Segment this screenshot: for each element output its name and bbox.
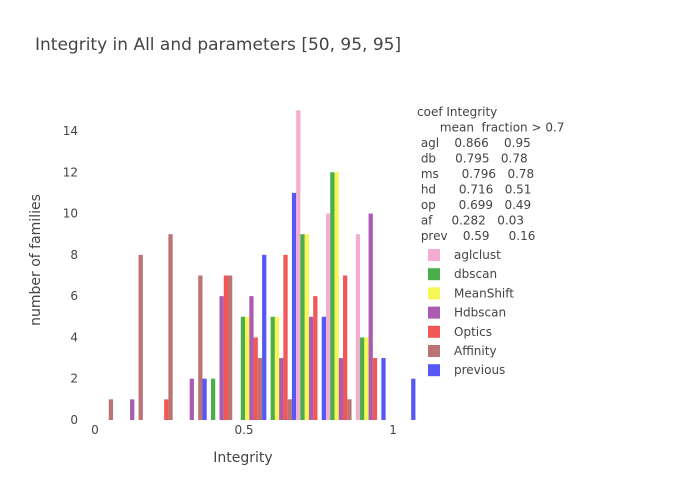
legend-swatch-meanshift [428, 287, 440, 300]
bars-group [108, 110, 416, 421]
y-tick-labels: 0 2 4 6 8 10 12 14 [63, 124, 78, 427]
bar-previous-bin-10 [411, 378, 416, 420]
legend-title-line-2: agl 0.866 0.95 [417, 136, 531, 150]
bar-meanshift-bin-8 [334, 172, 339, 420]
bar-optics-bin-2 [164, 399, 169, 420]
legend-item-optics[interactable]: Optics [428, 325, 492, 339]
y-tick-label-4: 8 [70, 248, 78, 262]
bar-previous-bin-7 [321, 316, 326, 420]
bar-affinity-bin-4 [228, 275, 233, 420]
legend-item-previous[interactable]: previous [428, 363, 505, 377]
x-axis-title: Integrity [213, 450, 272, 466]
legend-title: coef Integrity mean fraction > 0.7 agl 0… [417, 105, 564, 243]
bar-affinity-bin-6 [287, 399, 292, 420]
bar-optics-bin-4 [223, 275, 229, 420]
legend-label-aglclust: aglclust [454, 248, 501, 262]
bar-optics-bin-7 [313, 296, 318, 420]
legend-swatch-previous [428, 364, 440, 377]
y-tick-label-3: 6 [70, 289, 78, 303]
legend-swatch-hdbscan [428, 306, 440, 319]
bar-affinity-bin-3 [198, 275, 203, 420]
bar-meanshift-bin-9 [364, 337, 369, 420]
legend-item-affinity[interactable]: Affinity [428, 344, 497, 358]
legend[interactable]: aglclust dbscan MeanShift Hdbscan Optics Affi… [428, 248, 514, 377]
bar-aglclust-bin-9 [355, 234, 361, 420]
bar-affinity-bin-8 [347, 399, 352, 420]
bar-hdbscan-bin-4 [219, 296, 224, 420]
y-tick-label-1: 2 [70, 372, 78, 386]
bar-affinity-bin-0 [108, 399, 114, 420]
bar-dbscan-bin-9 [360, 337, 365, 420]
y-tick-label-5: 10 [63, 207, 78, 221]
legend-swatch-optics [428, 325, 440, 338]
legend-title-line-6: op 0.699 0.49 [417, 198, 531, 212]
bar-hdbscan-bin-1 [130, 399, 135, 420]
legend-item-dbscan[interactable]: dbscan [428, 267, 497, 281]
bar-previous-bin-9 [381, 358, 386, 420]
bar-hdbscan-bin-3 [189, 378, 194, 420]
bar-affinity-bin-1 [138, 254, 143, 420]
legend-item-aglclust[interactable]: aglclust [428, 248, 501, 262]
bar-optics-bin-5 [253, 337, 258, 420]
bar-hdbscan-bin-5 [249, 296, 254, 420]
legend-title-line-3: db 0.795 0.78 [417, 152, 528, 166]
x-tick-label-2: 1 [389, 423, 397, 437]
bar-optics-bin-6 [283, 254, 288, 420]
bar-dbscan-bin-4 [210, 378, 216, 420]
y-tick-label-0: 0 [70, 413, 78, 427]
legend-label-meanshift: MeanShift [454, 286, 514, 300]
bar-hdbscan-bin-6 [279, 358, 284, 420]
y-tick-label-7: 14 [63, 124, 78, 138]
legend-label-dbscan: dbscan [454, 267, 497, 281]
bar-previous-bin-6 [291, 192, 297, 420]
legend-label-hdbscan: Hdbscan [454, 306, 506, 320]
legend-label-optics: Optics [454, 325, 492, 339]
x-tick-labels: 0 0.5 1 [91, 423, 397, 437]
legend-title-line-1: mean fraction > 0.7 [417, 121, 564, 135]
y-tick-label-2: 4 [70, 330, 78, 344]
legend-swatch-affinity [428, 345, 440, 357]
bar-hdbscan-bin-7 [308, 316, 314, 420]
legend-title-line-4: ms 0.796 0.78 [417, 167, 534, 181]
bar-optics-bin-8 [343, 275, 348, 420]
legend-title-line-7: af 0.282 0.03 [417, 214, 524, 228]
bar-hdbscan-bin-8 [338, 358, 344, 420]
y-tick-label-6: 12 [63, 165, 78, 179]
bar-meanshift-bin-5 [245, 316, 250, 420]
bar-dbscan-bin-8 [330, 172, 335, 420]
bar-dbscan-bin-6 [270, 316, 275, 420]
bar-affinity-bin-2 [168, 234, 173, 420]
y-axis-title: number of families [28, 194, 44, 326]
bar-previous-bin-3 [202, 378, 207, 420]
chart-title: Integrity in All and parameters [50, 95,… [35, 35, 401, 55]
bar-aglclust-bin-8 [325, 213, 331, 420]
legend-title-line-0: coef Integrity [417, 105, 497, 119]
legend-item-meanshift[interactable]: MeanShift [428, 286, 514, 300]
bar-previous-bin-5 [262, 254, 267, 420]
bar-meanshift-bin-6 [274, 316, 280, 420]
bar-optics-bin-9 [372, 358, 378, 420]
legend-swatch-dbscan [428, 268, 440, 281]
legend-item-hdbscan[interactable]: Hdbscan [428, 306, 506, 320]
legend-label-affinity: Affinity [454, 344, 497, 358]
bar-dbscan-bin-7 [300, 234, 305, 420]
bar-affinity-bin-5 [257, 358, 263, 420]
legend-title-line-5: hd 0.716 0.51 [417, 183, 531, 197]
bar-dbscan-bin-5 [240, 316, 246, 420]
bar-aglclust-bin-7 [296, 110, 301, 421]
x-tick-label-0: 0 [91, 423, 99, 437]
bar-meanshift-bin-7 [304, 234, 309, 420]
legend-title-line-8: prev 0.59 0.16 [417, 229, 535, 243]
legend-label-previous: previous [454, 363, 505, 377]
bar-hdbscan-bin-9 [368, 213, 373, 420]
x-tick-label-1: 0.5 [234, 423, 253, 437]
legend-swatch-aglclust [428, 249, 440, 261]
